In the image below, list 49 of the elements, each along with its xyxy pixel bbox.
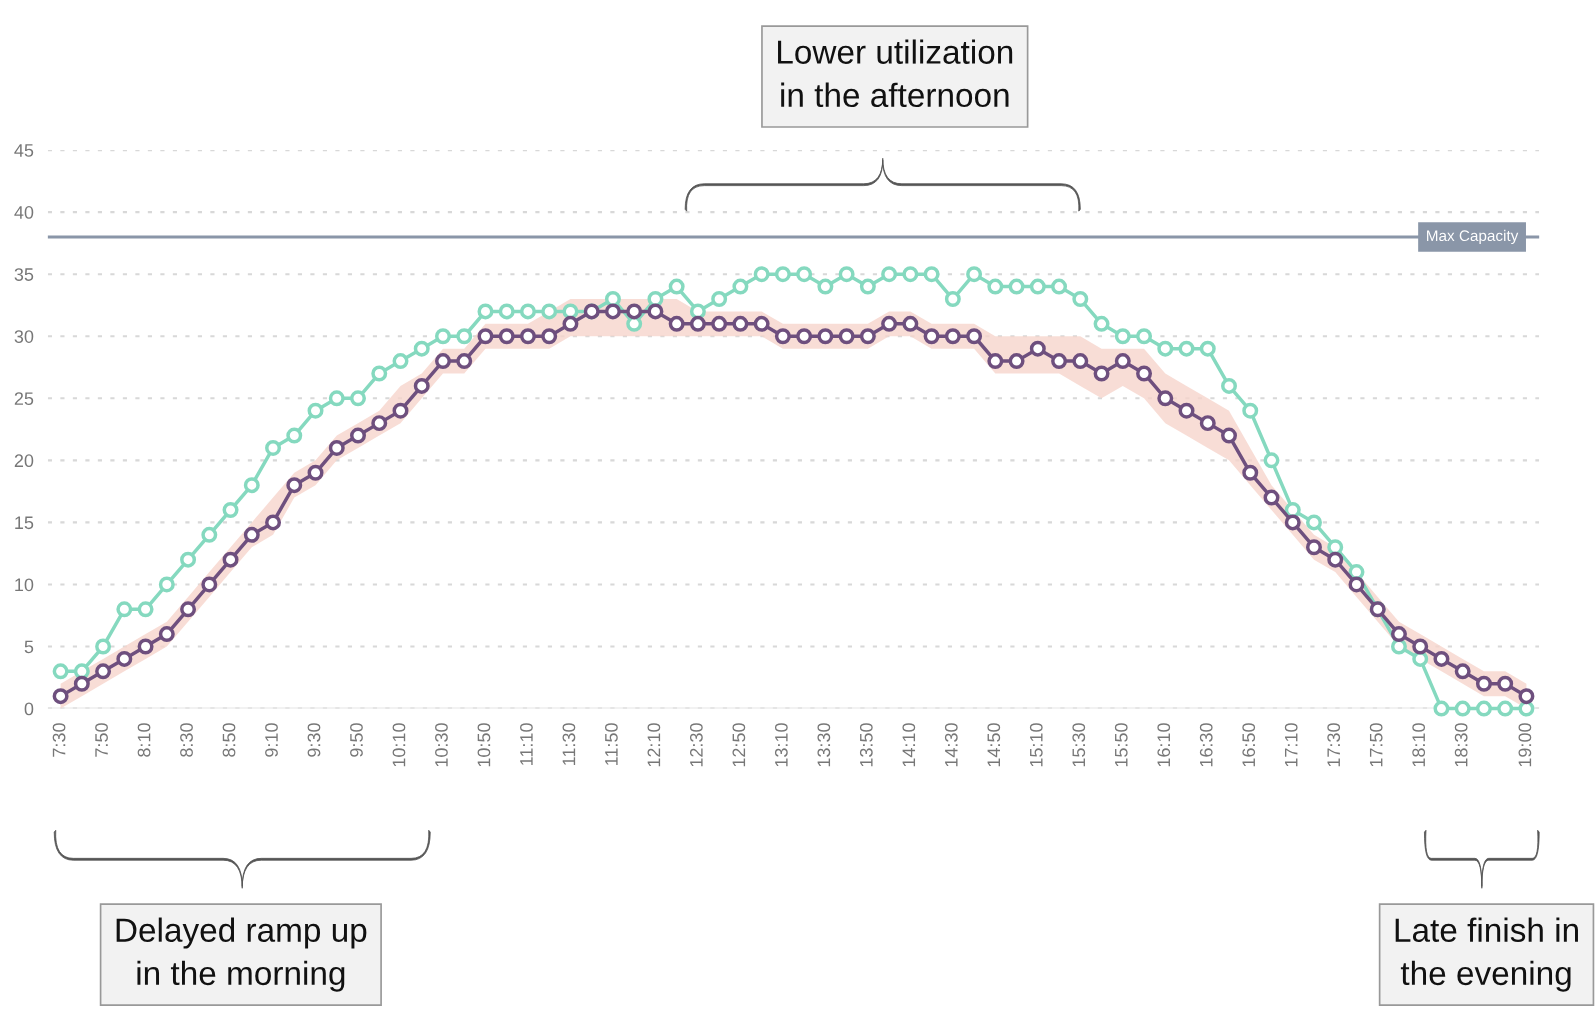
x-tick-label: 8:30 <box>180 723 193 757</box>
x-tick-label: 12:50 <box>732 723 746 767</box>
x-tick-label: 7:50 <box>95 723 108 757</box>
x-tick-label: 16:10 <box>1157 723 1171 767</box>
x-tick-label: 13:10 <box>774 723 788 767</box>
x-tick-label: 11:10 <box>520 723 533 765</box>
x-tick-label: 8:10 <box>137 723 151 757</box>
y-tick-label: 40 <box>14 206 34 219</box>
x-tick-label: 13:30 <box>817 723 831 767</box>
x-tick-label: 15:50 <box>1114 723 1128 767</box>
x-tick-label: 18:10 <box>1412 723 1426 767</box>
x-tick-label: 10:30 <box>435 723 448 767</box>
x-tick-label: 11:30 <box>562 723 576 765</box>
x-tick-label: 8:50 <box>222 723 236 757</box>
y-tick-label: 35 <box>14 268 34 281</box>
x-tick-label: 17:30 <box>1327 723 1341 767</box>
x-tick-label: 12:10 <box>647 723 661 767</box>
x-tick-label: 18:30 <box>1454 723 1468 767</box>
x-tick-label: 7:30 <box>52 723 66 757</box>
x-tick-label: 14:30 <box>944 723 958 767</box>
x-tick-label: 19:00 <box>1518 723 1532 767</box>
x-tick-label: 10:10 <box>392 723 406 767</box>
y-tick-label: 25 <box>14 392 34 406</box>
x-tick-label: 9:30 <box>307 723 321 757</box>
x-tick-label: 13:50 <box>859 723 873 767</box>
ref-line-label: Max Capacity <box>1427 229 1519 245</box>
x-tick-label: 15:10 <box>1029 723 1043 767</box>
text: Delayed ramp up in the morning <box>116 917 367 992</box>
x-tick-label: 9:50 <box>350 723 363 757</box>
x-tick-label: 17:10 <box>1284 723 1298 767</box>
y-tick-label: 10 <box>15 578 34 592</box>
y-tick-label: 20 <box>14 454 34 468</box>
text: Lower utilization in the afternoon <box>778 39 1013 108</box>
x-tick-label: 11:50 <box>605 723 618 765</box>
x-tick-label: 9:10 <box>265 723 278 757</box>
x-tick-label: 15:30 <box>1072 723 1086 767</box>
x-tick-label: 14:10 <box>902 723 916 767</box>
x-tick-label: 12:30 <box>689 723 703 767</box>
x-tick-label: 16:30 <box>1199 723 1213 767</box>
x-tick-label: 17:50 <box>1369 723 1383 767</box>
y-tick-label: 5 <box>24 640 34 654</box>
y-tick-label: 45 <box>14 144 34 157</box>
y-tick-label: 15 <box>15 516 34 530</box>
x-tick-label: 10:50 <box>477 723 491 767</box>
x-tick-label: 16:50 <box>1242 723 1256 767</box>
y-tick-label: 30 <box>14 330 34 343</box>
text: Late finish in the evening <box>1395 917 1578 992</box>
y-tick-label: 0 <box>24 702 34 716</box>
x-tick-label: 14:50 <box>987 723 1001 767</box>
